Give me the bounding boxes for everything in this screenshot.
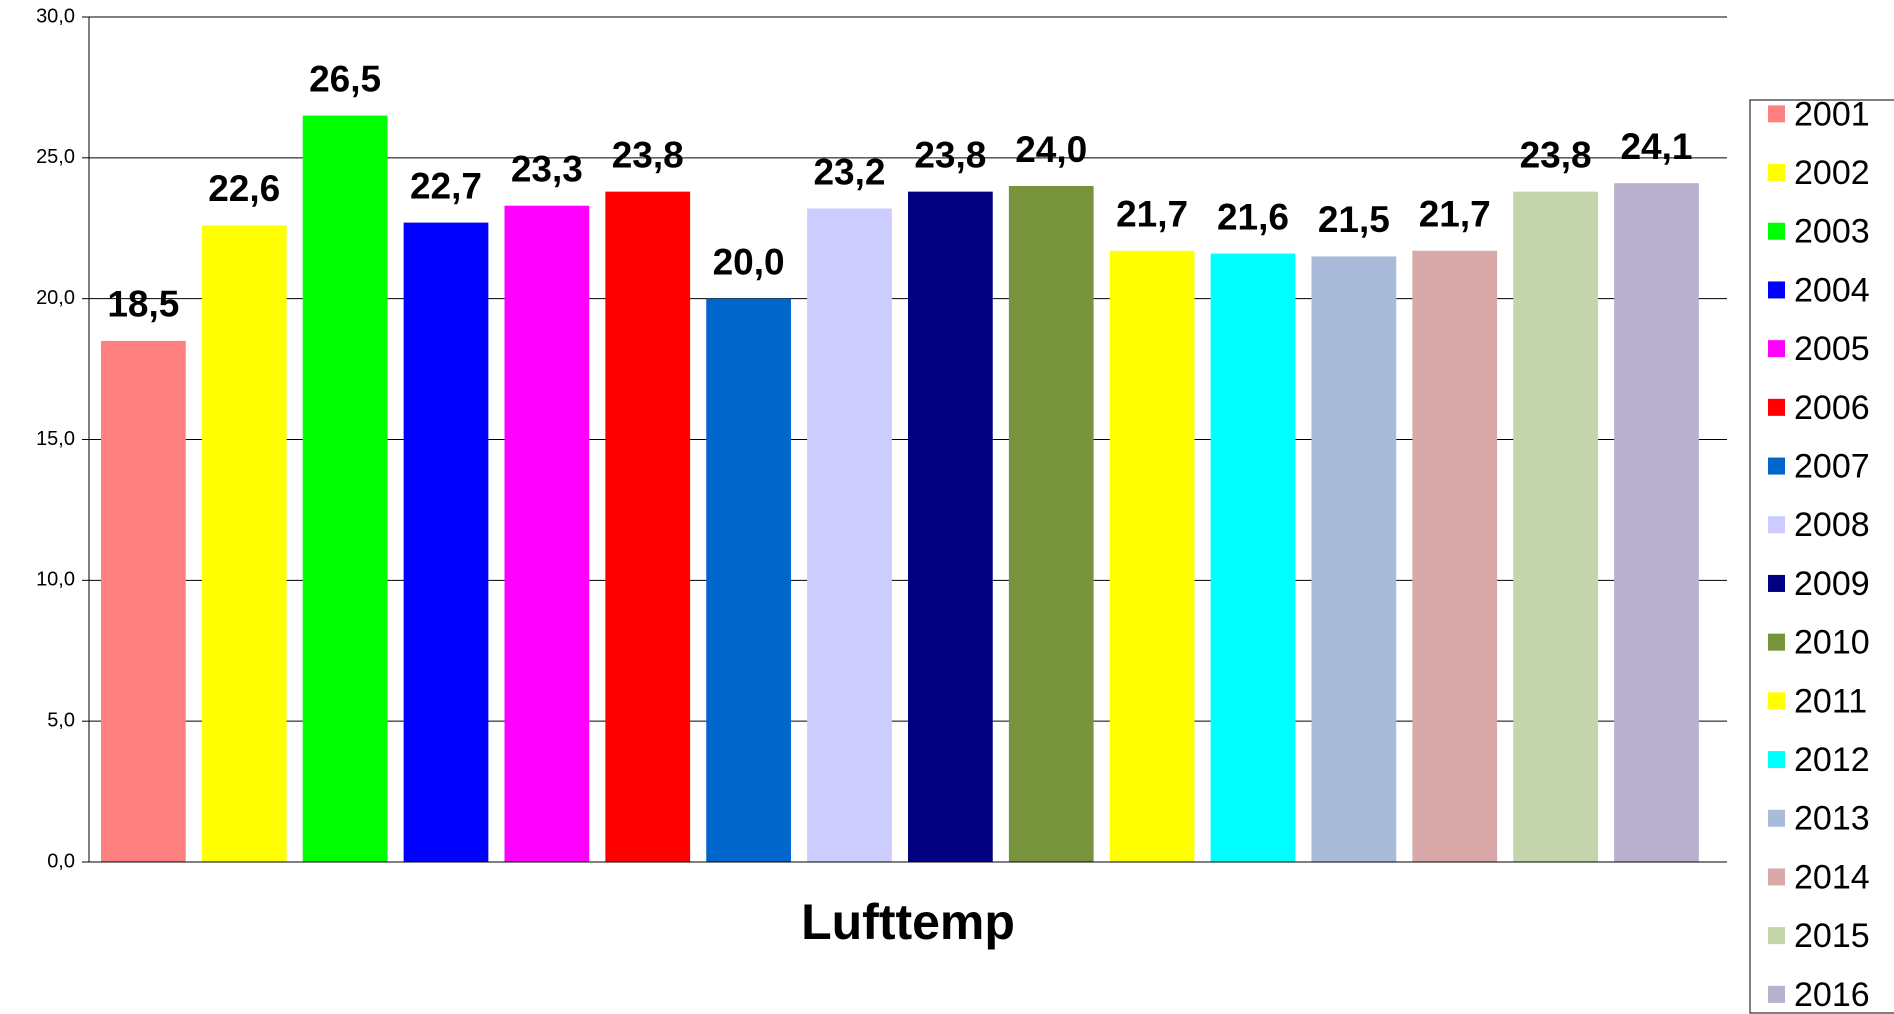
y-tick-label: 10,0 xyxy=(36,569,75,591)
legend-label: 2005 xyxy=(1794,330,1870,368)
legend-swatch xyxy=(1768,751,1785,769)
legend-swatch xyxy=(1768,457,1785,475)
legend-label: 2014 xyxy=(1794,858,1870,896)
legend-label: 2004 xyxy=(1794,271,1870,309)
value-label: 21,7 xyxy=(1419,194,1491,235)
y-tick-label: 20,0 xyxy=(36,287,75,309)
value-label: 21,5 xyxy=(1318,199,1390,240)
bar xyxy=(1513,191,1598,863)
legend-label: 2015 xyxy=(1794,917,1870,955)
value-label: 20,0 xyxy=(713,241,785,282)
legend-swatch xyxy=(1768,398,1785,416)
value-label: 23,2 xyxy=(813,151,885,192)
value-label: 23,8 xyxy=(612,134,684,175)
y-tick-label: 0,0 xyxy=(47,850,75,872)
legend-label: 2001 xyxy=(1794,95,1870,133)
value-label: 22,6 xyxy=(208,168,280,209)
legend-swatch xyxy=(1768,927,1785,945)
legend-label: 2009 xyxy=(1794,565,1870,603)
value-label: 21,6 xyxy=(1217,196,1289,237)
legend-swatch xyxy=(1768,985,1785,1003)
value-label: 23,8 xyxy=(914,134,986,175)
legend-box xyxy=(1749,99,1894,1014)
bar xyxy=(605,191,691,863)
legend-swatch xyxy=(1768,574,1785,592)
legend-label: 2003 xyxy=(1794,213,1870,251)
value-label: 18,5 xyxy=(107,284,179,325)
value-label: 24,0 xyxy=(1015,129,1087,170)
legend-swatch xyxy=(1768,633,1785,651)
legend-label: 2013 xyxy=(1794,800,1870,838)
y-tick-label: 15,0 xyxy=(36,428,75,450)
legend-swatch xyxy=(1768,809,1785,827)
value-label: 24,1 xyxy=(1620,126,1692,167)
bar xyxy=(302,115,388,863)
legend-swatch xyxy=(1768,868,1785,886)
legend-label: 2006 xyxy=(1794,389,1870,427)
bar xyxy=(1109,250,1195,863)
bar xyxy=(1008,186,1094,862)
bar xyxy=(1210,253,1296,863)
legend-swatch xyxy=(1768,281,1785,299)
y-tick-label: 25,0 xyxy=(36,146,75,168)
bar xyxy=(807,208,892,863)
bar xyxy=(201,225,287,862)
y-tick-label: 30,0 xyxy=(36,5,75,27)
bar xyxy=(908,191,993,863)
legend-swatch xyxy=(1768,164,1785,182)
value-label: 23,3 xyxy=(511,148,583,189)
bar xyxy=(403,222,489,862)
value-label: 22,7 xyxy=(410,165,482,206)
bar xyxy=(1412,250,1498,863)
x-category-label: Lufttemp xyxy=(801,894,1015,950)
legend-label: 2011 xyxy=(1794,682,1867,720)
legend-label: 2008 xyxy=(1794,506,1870,544)
bar xyxy=(1614,183,1699,862)
legend-label: 2010 xyxy=(1794,624,1870,662)
legend-swatch xyxy=(1768,105,1785,123)
legend-label: 2007 xyxy=(1794,448,1870,486)
legend-label: 2016 xyxy=(1794,976,1870,1014)
value-label: 26,5 xyxy=(309,58,381,99)
legend-label: 2002 xyxy=(1794,154,1870,192)
bar xyxy=(1311,256,1397,863)
y-tick-label: 5,0 xyxy=(47,709,75,731)
legend-swatch xyxy=(1768,692,1785,710)
value-label: 21,7 xyxy=(1116,194,1188,235)
legend-swatch xyxy=(1768,222,1785,240)
value-label: 23,8 xyxy=(1520,134,1592,175)
bar xyxy=(101,340,186,863)
legend-swatch xyxy=(1768,340,1785,358)
bar xyxy=(504,205,590,862)
bar xyxy=(706,298,791,863)
legend-label: 2012 xyxy=(1794,741,1870,779)
legend-swatch xyxy=(1768,516,1785,534)
